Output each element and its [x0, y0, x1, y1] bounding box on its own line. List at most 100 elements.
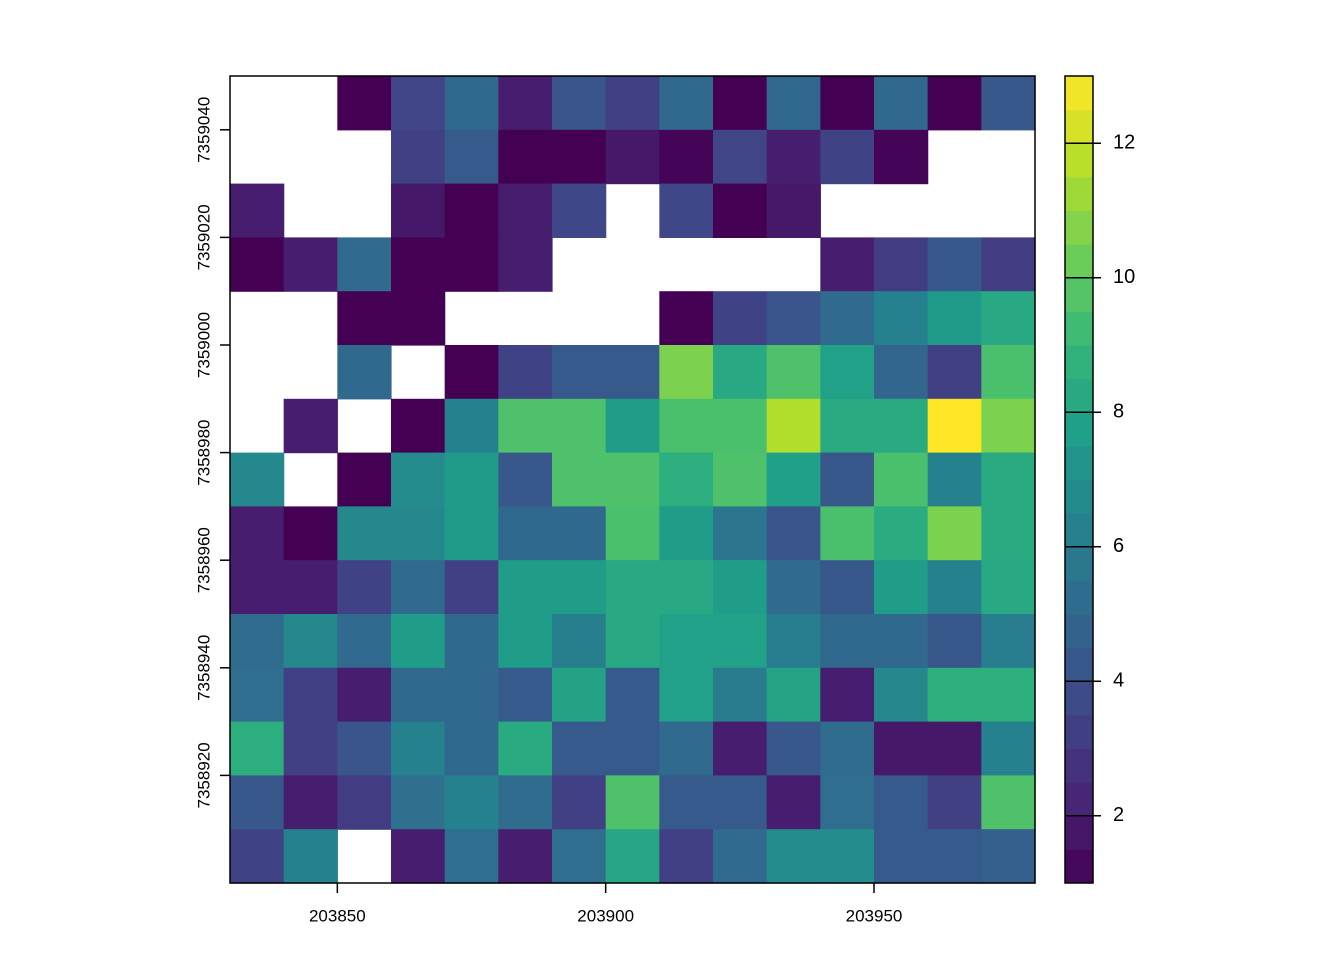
cell	[927, 345, 982, 400]
cell	[444, 560, 499, 615]
cell	[605, 76, 660, 131]
cell	[927, 614, 982, 669]
cell	[874, 452, 929, 507]
colorbar-step	[1065, 513, 1093, 548]
colorbar-step	[1065, 76, 1093, 111]
cell	[766, 614, 821, 669]
cell	[444, 614, 499, 669]
cell	[659, 614, 714, 669]
cell	[498, 345, 553, 400]
cell	[498, 667, 553, 723]
cell	[874, 614, 929, 669]
cell	[337, 345, 392, 400]
colorbar-step	[1065, 176, 1093, 211]
cell	[981, 506, 1036, 561]
cell	[713, 291, 768, 346]
colorbar-step	[1065, 210, 1093, 245]
colorbar-step	[1065, 614, 1093, 649]
colorbar-step	[1065, 244, 1093, 279]
colorbar-step	[1065, 748, 1093, 783]
cell	[820, 614, 875, 669]
cell	[283, 829, 338, 884]
cell	[444, 76, 499, 131]
cell	[874, 829, 929, 884]
cell	[230, 506, 285, 561]
cell	[605, 829, 660, 884]
cell	[713, 775, 768, 830]
cell	[927, 237, 982, 292]
cell	[444, 398, 499, 454]
cell	[927, 829, 982, 884]
cell	[820, 506, 875, 561]
cell	[820, 129, 875, 185]
cell	[605, 129, 660, 185]
x-tick-label: 203900	[577, 906, 634, 925]
cell	[659, 667, 714, 723]
cell	[820, 560, 875, 615]
cell	[391, 614, 446, 669]
y-tick-label: 7359000	[194, 312, 213, 378]
cell	[283, 398, 338, 454]
cell	[659, 721, 714, 776]
cell	[498, 398, 553, 454]
cell	[713, 829, 768, 884]
cell	[498, 829, 553, 884]
cell	[552, 398, 607, 454]
cell	[820, 76, 875, 131]
colorbar-step	[1065, 345, 1093, 380]
colorbar-frame	[1064, 75, 1094, 884]
colorbar-step	[1065, 849, 1093, 884]
cell	[713, 76, 768, 131]
cell	[927, 560, 982, 615]
cell	[927, 452, 982, 507]
cell	[552, 829, 607, 884]
colorbar-tick-label: 10	[1113, 266, 1135, 288]
cell	[766, 345, 821, 400]
colorbar-step	[1065, 109, 1093, 144]
cell	[874, 560, 929, 615]
cell	[820, 237, 875, 292]
cell	[605, 560, 660, 615]
cell	[927, 775, 982, 830]
cell	[927, 398, 982, 454]
cell	[337, 76, 392, 131]
cell	[981, 667, 1036, 723]
cell	[498, 775, 553, 830]
cell	[874, 129, 929, 185]
colorbar-step	[1065, 782, 1093, 817]
x-tick-label: 203950	[846, 906, 903, 925]
cell	[659, 183, 714, 238]
y-tick-label: 7359040	[194, 97, 213, 163]
cell	[391, 237, 446, 292]
cell	[874, 721, 929, 776]
cell	[230, 721, 285, 776]
cell	[981, 398, 1036, 454]
cell	[713, 721, 768, 776]
cell	[874, 398, 929, 454]
cell	[766, 829, 821, 884]
cell	[337, 614, 392, 669]
cell	[230, 452, 285, 507]
cell	[391, 452, 446, 507]
cell	[337, 667, 392, 723]
colorbar-tick-label: 8	[1113, 401, 1124, 423]
cell	[498, 452, 553, 507]
cell	[337, 721, 392, 776]
cell	[552, 129, 607, 185]
cell	[391, 129, 446, 185]
cell	[766, 183, 821, 238]
cell	[927, 721, 982, 776]
cell	[713, 667, 768, 723]
cell	[659, 560, 714, 615]
cell	[927, 506, 982, 561]
colorbar-step	[1065, 580, 1093, 615]
cell	[230, 775, 285, 830]
cell	[713, 345, 768, 400]
cell	[874, 506, 929, 561]
cell	[444, 237, 499, 292]
cell	[766, 398, 821, 454]
cell	[552, 345, 607, 400]
cell	[713, 183, 768, 238]
cell	[498, 560, 553, 615]
cell	[391, 829, 446, 884]
